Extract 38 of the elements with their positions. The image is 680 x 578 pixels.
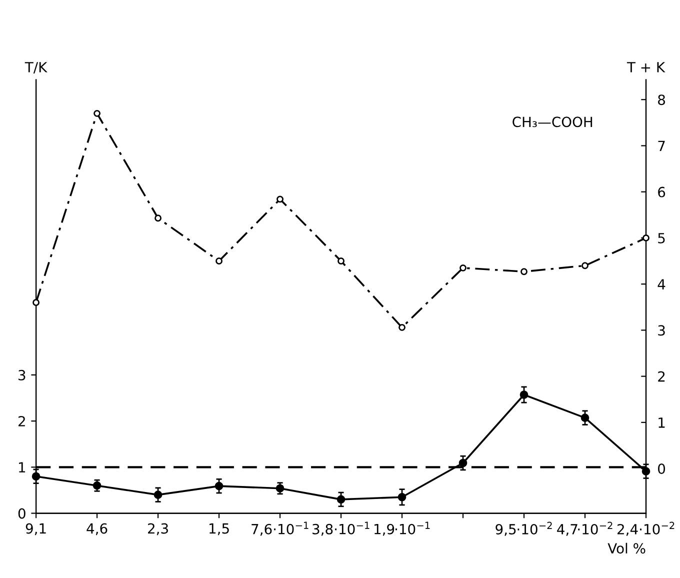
x-tick-label: 1,5	[210, 523, 229, 536]
point	[398, 324, 406, 331]
y2-tick-label: 6	[658, 186, 666, 198]
point	[642, 234, 650, 242]
y2-tick-label: 8	[658, 94, 665, 106]
y2-tick-label: 4	[658, 279, 666, 290]
x-tick-label: 7,6·10$^{−1}$	[252, 522, 308, 536]
y-tick-label: 0	[18, 508, 26, 519]
y2-tick-label: 3	[658, 325, 665, 336]
point	[154, 214, 162, 222]
y2-tick-label: 7	[658, 140, 665, 151]
x-tick-label: 4,6	[86, 523, 108, 536]
y2-axis-title: T + K	[626, 62, 666, 72]
y2-tick-label: 1	[658, 418, 665, 428]
y-axis-title: T/K	[24, 62, 48, 74]
point	[338, 258, 344, 264]
x-tick-label: 9,5·10$^{−2}$	[496, 522, 552, 536]
x-tick-label: 9,1	[26, 523, 46, 536]
point	[32, 299, 40, 306]
y2-tick-label: 0	[658, 464, 666, 474]
x-tick-label: 4,7·10$^{−2}$	[557, 522, 612, 536]
x-tick-label: 2,4·10$^{−2}$	[618, 522, 674, 536]
point	[216, 258, 222, 264]
point	[276, 196, 284, 203]
point	[94, 110, 101, 117]
y-tick-label: 1	[19, 462, 26, 472]
x-tick-label: 2,3	[148, 523, 168, 536]
point	[520, 268, 528, 276]
point	[460, 264, 466, 272]
x-axis-title: Vol %	[608, 542, 646, 554]
y-tick-label: 2	[18, 416, 25, 426]
y2-tick-label: 5	[658, 233, 665, 244]
annotation: CH₃—COOH	[512, 116, 592, 128]
y2-tick-label: 2	[658, 371, 665, 382]
x-tick-label: 1,9·10$^{−1}$	[374, 522, 430, 536]
x-tick-label: 3,8·10$^{−1}$	[312, 522, 370, 536]
y-tick-label: 3	[18, 370, 26, 380]
point	[582, 262, 588, 270]
